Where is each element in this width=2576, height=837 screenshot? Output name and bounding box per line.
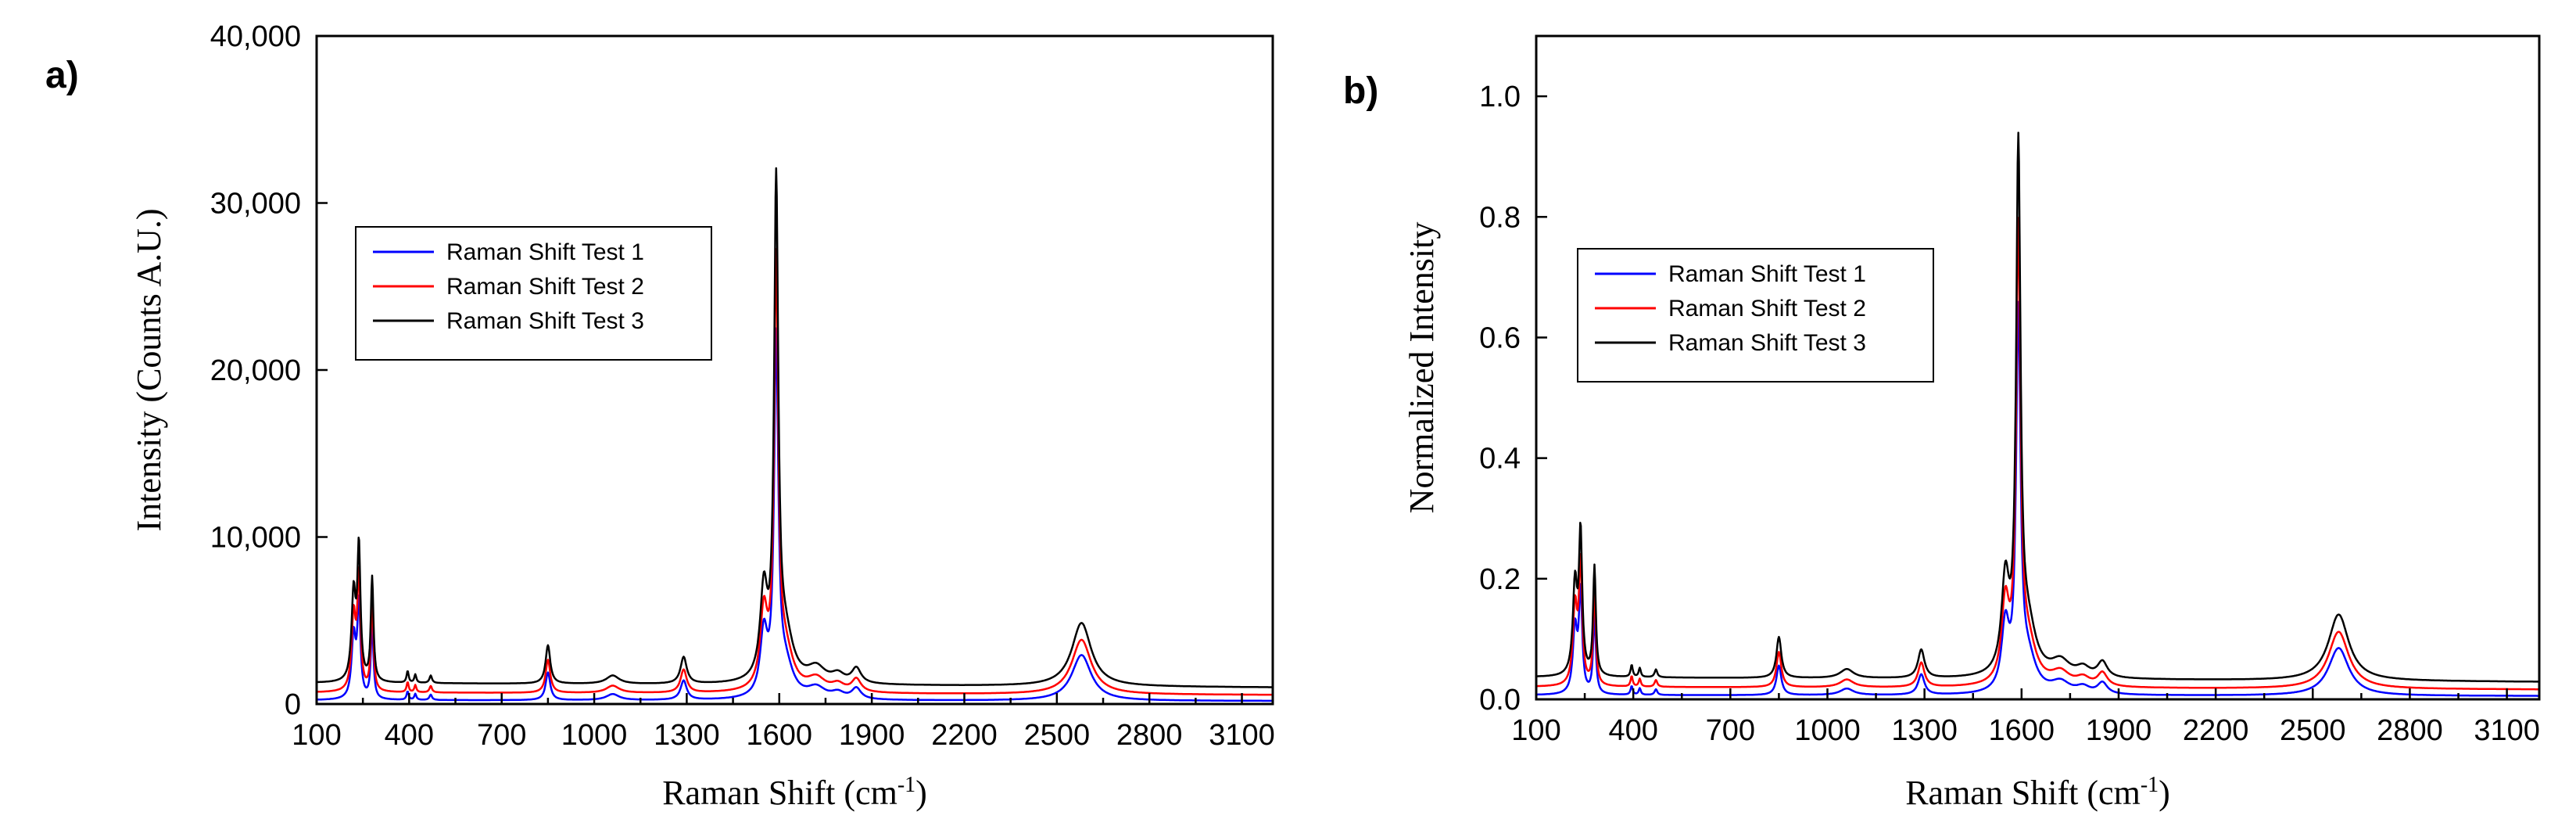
- x-tick-label: 700: [477, 719, 526, 752]
- y-tick-label: 20,000: [210, 354, 301, 387]
- x-tick-label: 2800: [1116, 719, 1183, 752]
- legend-box: [1577, 248, 1934, 383]
- x-tick-label: 1900: [839, 719, 905, 752]
- x-tick-label: 1000: [1794, 714, 1861, 747]
- x-tick-label: 2200: [931, 719, 998, 752]
- x-tick-label: 2200: [2183, 714, 2249, 747]
- plot-frame: [315, 34, 1274, 706]
- x-tick-label: 2800: [2377, 714, 2443, 747]
- x-axis-title: Raman Shift (cm-1): [662, 773, 927, 812]
- y-tick-label: 0.8: [1479, 201, 1521, 234]
- x-tick-label: 1300: [654, 719, 720, 752]
- y-tick-label: 0.4: [1479, 443, 1521, 476]
- series-line-test-2: [317, 248, 1273, 696]
- legend-label-test-2: Raman Shift Test 2: [446, 274, 644, 300]
- series-line-test-2: [1536, 217, 2539, 691]
- series-line-test-3: [317, 167, 1273, 688]
- panel-label: a): [45, 55, 79, 96]
- x-tick-label: 400: [1608, 714, 1657, 747]
- x-tick-label: 1600: [1989, 714, 2055, 747]
- y-tick-label: 30,000: [210, 188, 301, 221]
- plot-frame: [1535, 34, 2541, 701]
- x-tick-label: 3100: [2474, 714, 2540, 747]
- y-tick-label: 1.0: [1479, 81, 1521, 113]
- x-tick-label: 100: [1511, 714, 1560, 747]
- x-tick-label: 2500: [2280, 714, 2346, 747]
- legend: Raman Shift Test 1 Raman Shift Test 2 Rama…: [1577, 248, 1934, 383]
- legend-label-test-3: Raman Shift Test 3: [446, 308, 644, 334]
- series-line-test-1: [1536, 300, 2539, 697]
- y-tick-label: 10,000: [210, 522, 301, 555]
- y-tick-label: 0: [285, 688, 301, 721]
- series-line-test-1: [317, 327, 1273, 702]
- legend-label-test-2: Raman Shift Test 2: [1668, 296, 1866, 322]
- x-tick-label: 700: [1706, 714, 1755, 747]
- y-axis-title: Normalized Intensity: [1403, 222, 1441, 514]
- series-line-test-3: [1536, 131, 2539, 683]
- panel-label: b): [1343, 70, 1378, 112]
- y-axis-title: Intensity (Counts A.U.): [130, 208, 168, 531]
- chart-panel-a: a) 100 400 700 1000 1300 1600 1900 2200 2500 2800 3…: [45, 20, 1275, 812]
- x-tick-label: 1900: [2086, 714, 2152, 747]
- y-tick-label: 0.6: [1479, 322, 1521, 354]
- x-tick-label: 3100: [1209, 719, 1275, 752]
- x-tick-label: 1000: [561, 719, 628, 752]
- x-axis-title: Raman Shift (cm-1): [1905, 773, 2170, 812]
- legend-label-test-3: Raman Shift Test 3: [1668, 330, 1866, 356]
- x-tick-label: 400: [385, 719, 434, 752]
- x-tick-label: 1300: [1891, 714, 1958, 747]
- x-tick-label: 1600: [747, 719, 813, 752]
- chart-panel-b: b) 100 400 700 1000 1300 1600 1900 2200 2500 2800 3…: [1343, 34, 2541, 812]
- y-tick-label: 0.0: [1479, 684, 1521, 717]
- legend-box: [355, 226, 712, 361]
- x-tick-label: 2500: [1024, 719, 1091, 752]
- legend-label-test-1: Raman Shift Test 1: [1668, 261, 1866, 287]
- legend: Raman Shift Test 1 Raman Shift Test 2 Rama…: [355, 226, 712, 361]
- y-tick-label: 40,000: [210, 20, 301, 53]
- y-tick-label: 0.2: [1479, 563, 1521, 596]
- legend-label-test-1: Raman Shift Test 1: [446, 239, 644, 265]
- x-tick-label: 100: [292, 719, 341, 752]
